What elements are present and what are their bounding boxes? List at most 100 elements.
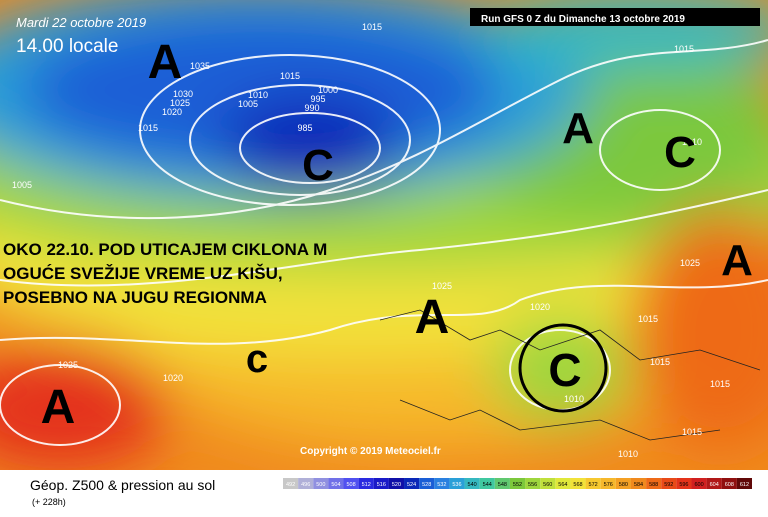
scale-label: 500 [316, 482, 325, 488]
scale-swatch [449, 478, 465, 489]
isobar-label: 1020 [530, 302, 550, 312]
scale-swatch [358, 478, 374, 489]
scale-swatch [615, 478, 631, 489]
isobar-label: 1010 [682, 137, 702, 147]
scale-label: 520 [392, 482, 401, 488]
scale-label: 552 [513, 482, 522, 488]
pressure-system: C [302, 141, 334, 190]
scale-swatch [434, 478, 450, 489]
pressure-system: C [548, 344, 581, 396]
isobar-label: 1015 [674, 44, 694, 54]
scale-swatch [328, 478, 344, 489]
scale-swatch [313, 478, 329, 489]
map-field [0, 0, 768, 470]
scale-swatch [555, 478, 571, 489]
scale-swatch [585, 478, 601, 489]
lead-time: (+ 228h) [32, 497, 66, 507]
scale-swatch [298, 478, 314, 489]
pressure-system: C [664, 128, 696, 177]
pressure-system: A [721, 236, 753, 285]
scale-swatch [373, 478, 389, 489]
forecast-time: 14.00 locale [16, 36, 118, 57]
scale-swatch [388, 478, 405, 489]
forecast-date: Mardi 22 octobre 2019 [16, 15, 146, 30]
isobar-label: 1030 [173, 89, 193, 99]
isobar-label: 1020 [163, 373, 183, 383]
scale-label: 580 [619, 482, 628, 488]
scale-label: 544 [483, 482, 492, 488]
scale-swatch [343, 478, 359, 489]
pressure-system: A [41, 381, 76, 434]
scale-label: 528 [422, 482, 431, 488]
pressure-system: A [148, 36, 183, 89]
scale-swatch [479, 478, 495, 489]
scale-swatch [721, 478, 737, 489]
isobar-label: 1015 [638, 314, 658, 324]
isobar-label: 1020 [162, 107, 182, 117]
run-info: Run GFS 0 Z du Dimanche 13 octobre 2019 [481, 14, 685, 25]
scale-label: 568 [573, 482, 582, 488]
forecast-note: OGUĆE SVEŽIJE VREME UZ KIŠU, [3, 264, 283, 283]
scale-label: 516 [377, 482, 386, 488]
scale-swatch [736, 478, 752, 489]
copyright: Copyright © 2019 Meteociel.fr [300, 446, 441, 457]
scale-swatch [464, 478, 480, 489]
scale-swatch [646, 478, 662, 489]
scale-label: 512 [362, 482, 371, 488]
scale-swatch [404, 478, 420, 489]
scale-swatch [691, 478, 707, 489]
footer-title: Géop. Z500 & pression au sol [30, 477, 215, 493]
isobar-label: 985 [297, 123, 312, 133]
isobar-label: 1025 [680, 258, 700, 268]
isobar-label: 1005 [238, 99, 258, 109]
scale-swatch [661, 478, 677, 489]
scale-swatch [570, 478, 586, 489]
scale-label: 584 [634, 482, 643, 488]
isobar-label: 1025 [432, 281, 452, 291]
isobar-label: 1015 [710, 379, 730, 389]
scale-label: 548 [498, 482, 507, 488]
forecast-note: POSEBNO NA JUGU REGIONMA [3, 288, 267, 307]
isobar-label: 1035 [190, 61, 210, 71]
forecast-note: OKO 22.10. POD UTICAJEM CIKLONA M [3, 240, 327, 259]
isobar-label: 990 [304, 103, 319, 113]
isobar-label: 1005 [12, 180, 32, 190]
scale-swatch [525, 478, 541, 489]
scale-swatch [630, 478, 647, 489]
scale-swatch [494, 478, 510, 489]
isobar-label: 1015 [138, 123, 158, 133]
scale-label: 576 [604, 482, 613, 488]
scale-swatch [706, 478, 722, 489]
scale-swatch [540, 478, 556, 489]
scale-label: 600 [694, 482, 703, 488]
scale-label: 596 [679, 482, 688, 488]
scale-label: 536 [452, 482, 461, 488]
scale-label: 504 [331, 482, 340, 488]
scale-swatch [283, 478, 299, 489]
scale-label: 612 [740, 482, 749, 488]
isobar-label: 1010 [248, 90, 268, 100]
scale-label: 604 [710, 482, 719, 488]
isobar-label: 1000 [318, 85, 338, 95]
scale-label: 592 [664, 482, 673, 488]
isobar-label: 1015 [682, 427, 702, 437]
scale-label: 524 [407, 482, 416, 488]
scale-label: 496 [301, 482, 310, 488]
pressure-system: c [246, 337, 268, 381]
scale-label: 588 [649, 482, 658, 488]
scale-label: 540 [468, 482, 477, 488]
scale-swatch [509, 478, 526, 489]
isobar-label: 1025 [58, 360, 78, 370]
run-banner [470, 8, 760, 26]
isobar-label: 1015 [280, 71, 300, 81]
scale-label: 560 [543, 482, 552, 488]
scale-label: 608 [725, 482, 734, 488]
pressure-system: A [562, 104, 594, 153]
isobar-label: 1025 [170, 98, 190, 108]
scale-swatch [419, 478, 435, 489]
scale-swatch [676, 478, 692, 489]
scale-label: 532 [437, 482, 446, 488]
pressure-system: A [415, 291, 450, 344]
scale-label: 492 [286, 482, 295, 488]
